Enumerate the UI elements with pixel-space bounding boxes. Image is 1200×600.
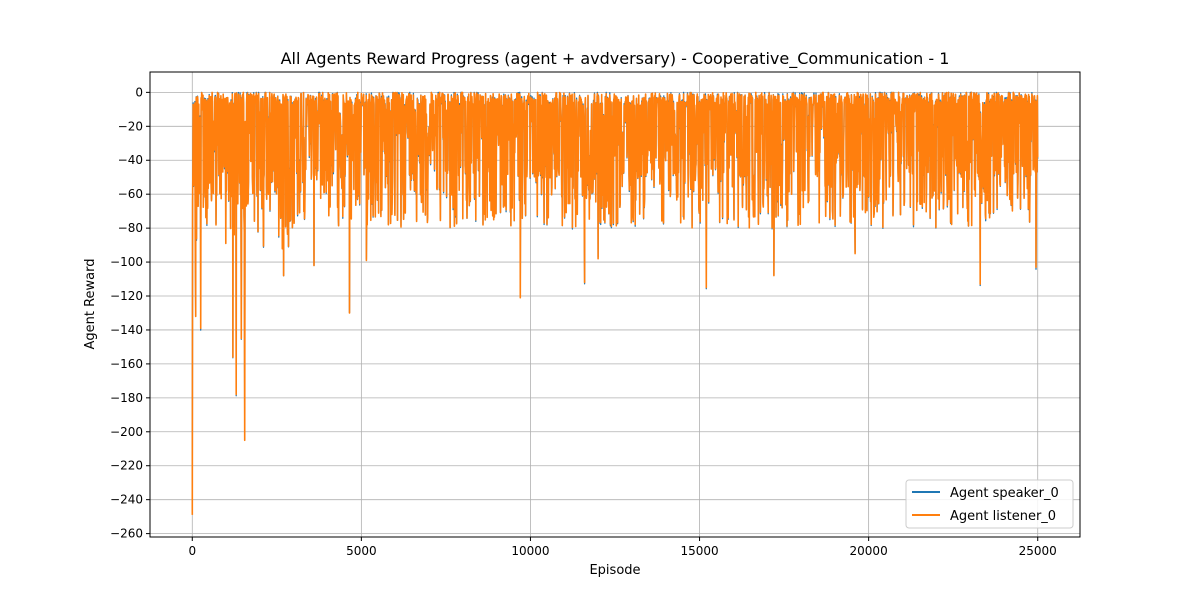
x-tick-label: 20000 <box>850 544 888 558</box>
x-axis-title: Episode <box>589 563 640 578</box>
legend-label-listener: Agent listener_0 <box>950 509 1056 524</box>
y-tick-label: −180 <box>110 391 143 405</box>
y-tick-label: −160 <box>110 357 143 371</box>
y-tick-label: −200 <box>110 425 143 439</box>
y-tick-label: −80 <box>118 221 143 235</box>
y-tick-label: −40 <box>118 153 143 167</box>
x-tick-label: 10000 <box>511 544 549 558</box>
y-tick-label: −120 <box>110 289 143 303</box>
plot-frame <box>149 71 1081 538</box>
y-tick-label: −240 <box>110 493 143 507</box>
tick-layer: 0 5000 10000 15000 20000 25000 0 −20 −40 −60 −80 −1… <box>110 85 1057 558</box>
y-tick-label: 0 <box>135 85 143 99</box>
y-tick-label: −100 <box>110 255 143 269</box>
y-tick-label: −260 <box>110 527 143 541</box>
y-tick-label: −20 <box>118 119 143 133</box>
series-layer <box>191 91 1039 515</box>
x-tick-label: 15000 <box>680 544 718 558</box>
y-tick-label: −140 <box>110 323 143 337</box>
y-tick-label: −60 <box>118 187 143 201</box>
x-tick-label: 5000 <box>346 544 377 558</box>
series-line-listener <box>191 91 1039 515</box>
y-tick-label: −220 <box>110 459 143 473</box>
legend-label-speaker: Agent speaker_0 <box>950 486 1059 501</box>
y-axis-title: Agent Reward <box>83 258 98 349</box>
chart-title: All Agents Reward Progress (agent + avdv… <box>281 49 950 69</box>
x-tick-label: 0 <box>188 544 196 558</box>
legend: Agent speaker_0 Agent listener_0 <box>905 479 1074 529</box>
legend-box <box>905 479 1074 529</box>
x-tick-label: 25000 <box>1019 544 1057 558</box>
